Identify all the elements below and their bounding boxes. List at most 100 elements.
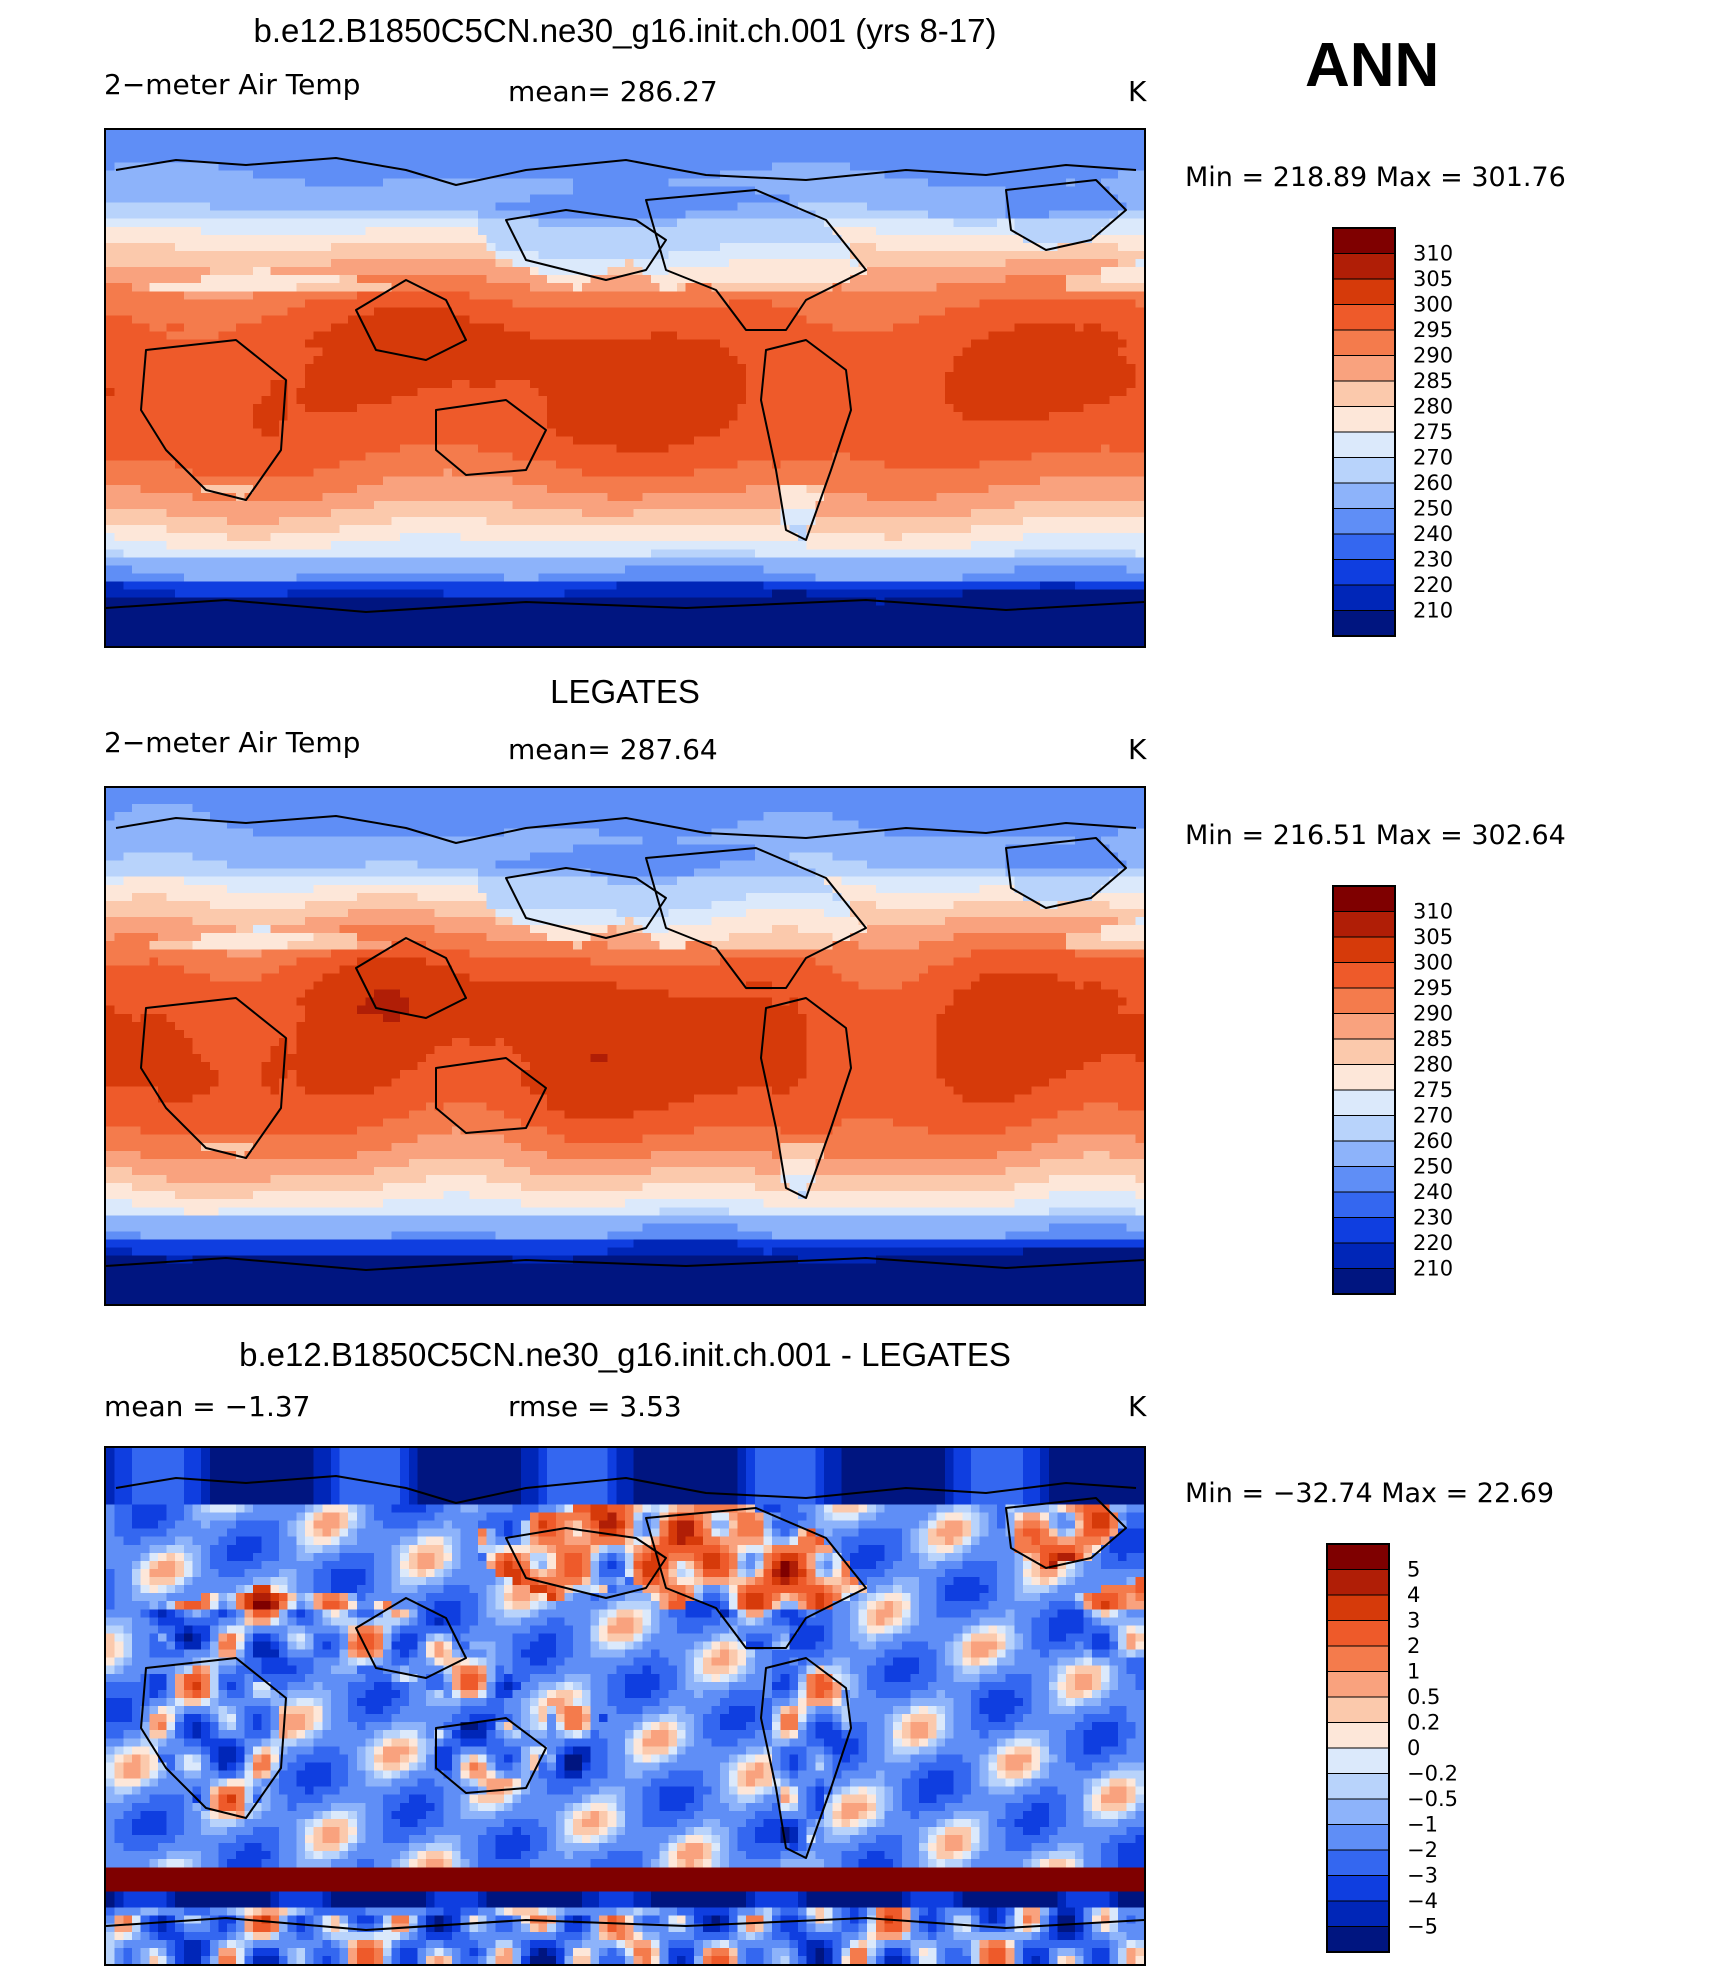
- field-cell: [192, 404, 202, 413]
- field-cell: [235, 371, 245, 381]
- field-cell: [945, 162, 955, 171]
- field-cell: [452, 444, 462, 454]
- field-cell: [1100, 130, 1110, 139]
- field-cell: [1126, 234, 1136, 244]
- field-cell: [538, 436, 548, 446]
- field-cell: [910, 146, 920, 155]
- field-cell: [495, 452, 505, 462]
- field-cell: [616, 323, 626, 333]
- field-cell: [296, 420, 306, 429]
- field-cell: [209, 428, 220, 437]
- field-cell: [365, 428, 375, 437]
- field-cell: [157, 339, 168, 349]
- field-cell: [391, 412, 401, 421]
- field-cell: [945, 371, 955, 381]
- field-cell: [547, 267, 557, 276]
- field-cell: [1031, 363, 1041, 373]
- field-cell: [849, 194, 860, 204]
- field-cell: [1126, 331, 1136, 341]
- field-cell: [1083, 388, 1093, 397]
- field-cell: [391, 259, 401, 268]
- field-cell: [694, 436, 704, 446]
- field-cell: [875, 170, 886, 179]
- field-cell: [564, 307, 574, 317]
- field-cell: [374, 186, 384, 196]
- field-cell: [469, 291, 479, 300]
- field-cell: [720, 234, 730, 244]
- field-cell: [486, 339, 496, 349]
- field-cell: [581, 363, 591, 373]
- field-cell: [175, 250, 185, 260]
- field-cell: [192, 226, 202, 236]
- field-cell: [244, 138, 254, 147]
- field-cell: [149, 283, 159, 292]
- field-cell: [1135, 436, 1144, 446]
- field-cell: [330, 138, 341, 147]
- field-cell: [313, 444, 323, 454]
- field-cell: [806, 315, 816, 325]
- field-cell: [529, 307, 540, 317]
- field-cell: [763, 178, 773, 188]
- field-cell: [858, 226, 868, 236]
- field-cell: [1040, 275, 1050, 284]
- field-cell: [763, 275, 773, 284]
- field-cell: [1126, 218, 1136, 228]
- field-cell: [304, 315, 315, 325]
- field-cell: [1022, 267, 1033, 276]
- field-cell: [676, 412, 687, 421]
- field-cell: [694, 363, 704, 373]
- field-cell: [521, 299, 531, 308]
- field-cell: [763, 452, 773, 462]
- field-cell: [573, 307, 583, 317]
- field-cell: [555, 371, 566, 381]
- panel-1-variable-label: 2−meter Air Temp: [104, 68, 360, 101]
- field-cell: [227, 379, 237, 389]
- field-cell: [979, 267, 989, 276]
- field-cell: [910, 420, 920, 429]
- field-cell: [1074, 291, 1085, 300]
- field-cell: [780, 194, 790, 204]
- field-cell: [538, 275, 548, 284]
- field-cell: [408, 339, 418, 349]
- field-cell: [702, 436, 713, 446]
- field-cell: [365, 347, 375, 357]
- field-cell: [218, 202, 228, 212]
- field-cell: [936, 315, 946, 325]
- field-cell: [1118, 339, 1128, 349]
- field-cell: [1014, 154, 1024, 163]
- field-cell: [893, 291, 903, 300]
- field-cell: [1031, 420, 1041, 429]
- field-cell: [806, 291, 816, 300]
- field-cell: [780, 428, 790, 437]
- field-cell: [962, 363, 972, 373]
- field-cell: [988, 404, 998, 413]
- field-cell: [616, 363, 626, 373]
- field-cell: [772, 436, 782, 446]
- field-cell: [564, 347, 574, 357]
- field-cell: [763, 283, 773, 292]
- field-cell: [1109, 242, 1119, 252]
- field-cell: [417, 291, 427, 300]
- field-cell: [867, 323, 877, 333]
- field-cell: [166, 202, 176, 212]
- field-cell: [486, 242, 496, 252]
- field-cell: [953, 412, 963, 421]
- field-cell: [1031, 194, 1041, 204]
- field-cell: [875, 315, 886, 325]
- field-cell: [936, 299, 946, 308]
- field-cell: [227, 291, 237, 300]
- field-cell: [235, 218, 245, 228]
- field-cell: [356, 347, 367, 357]
- field-cell: [434, 242, 444, 252]
- field-cell: [763, 218, 773, 228]
- field-cell: [754, 347, 764, 357]
- field-cell: [720, 130, 730, 139]
- field-cell: [469, 210, 479, 220]
- field-cell: [1066, 299, 1076, 308]
- field-cell: [599, 315, 609, 325]
- field-cell: [1057, 170, 1067, 179]
- field-cell: [772, 275, 782, 284]
- field-cell: [469, 242, 479, 252]
- field-cell: [573, 250, 583, 260]
- field-cell: [348, 412, 358, 421]
